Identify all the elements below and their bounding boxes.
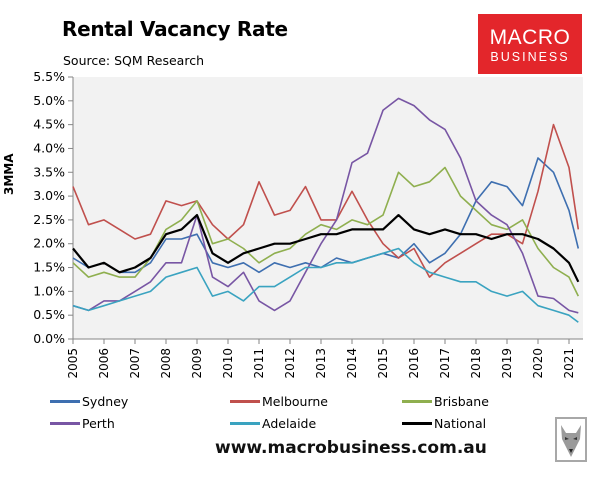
series-melbourne: [72, 123, 580, 278]
wolf-icon: [555, 417, 587, 462]
legend-swatch: [50, 400, 80, 403]
y-tick-label: 3.0%: [33, 188, 65, 203]
x-tick-label: 2012: [283, 348, 297, 379]
chart-subtitle: Source: SQM Research: [63, 53, 204, 68]
x-tick-label: 2018: [469, 348, 483, 379]
x-tick-label: 2009: [190, 348, 204, 379]
legend-label: Melbourne: [262, 394, 328, 409]
x-tick-label: 2006: [97, 348, 111, 379]
x-tick-label: 2021: [562, 348, 576, 379]
legend-label: Brisbane: [434, 394, 489, 409]
y-tick-label: 2.5%: [33, 212, 65, 227]
y-tick-label: 0.5%: [33, 307, 65, 322]
macrobusiness-logo: MACRO BUSINESS: [478, 14, 582, 74]
y-tick-label: 1.5%: [33, 260, 65, 275]
line-chart: 0.0% 0.5% 1.0% 1.5% 2.0% 2.5% 3.0% 3.5% 4.0% 4.5%…: [33, 69, 583, 379]
legend-item-adelaide: Adelaide: [230, 416, 316, 431]
x-tick-label: 2007: [128, 348, 142, 379]
y-axis: 0.0% 0.5% 1.0% 1.5% 2.0% 2.5% 3.0% 3.5% 4.0% 4.5%…: [33, 69, 74, 346]
legend-item-sydney: Sydney: [50, 394, 128, 409]
y-tick-label: 4.0%: [33, 140, 65, 155]
y-tick-label: 0.0%: [33, 331, 65, 346]
website-url: www.macrobusiness.com.au: [215, 438, 487, 458]
legend-swatch: [230, 400, 260, 403]
y-tick-label: 4.5%: [33, 117, 65, 132]
series-perth: [72, 97, 579, 314]
y-tick-label: 1.0%: [33, 283, 65, 298]
x-tick-label: 2005: [66, 348, 80, 379]
x-tick-label: 2019: [500, 348, 514, 379]
series-brisbane: [72, 166, 580, 297]
x-tick-label: 2010: [221, 348, 235, 379]
logo-line-2: BUSINESS: [490, 50, 570, 64]
y-tick-label: 3.5%: [33, 164, 65, 179]
legend-item-melbourne: Melbourne: [230, 394, 328, 409]
legend-item-national: National: [402, 416, 486, 431]
legend-swatch: [402, 422, 432, 425]
y-axis-label: 3MMA: [2, 153, 16, 195]
legend-swatch: [402, 400, 432, 403]
series-national: [72, 214, 580, 283]
legend-swatch: [50, 422, 80, 425]
series-adelaide: [72, 247, 579, 323]
x-tick-label: 2016: [407, 348, 421, 379]
data-series: [72, 97, 580, 323]
x-tick-label: 2013: [314, 348, 328, 379]
x-tick-label: 2014: [345, 348, 359, 379]
legend-label: National: [434, 416, 487, 431]
legend-label: Adelaide: [262, 416, 317, 431]
chart-title: Rental Vacancy Rate: [62, 17, 288, 41]
legend-label: Sydney: [82, 394, 129, 409]
y-tick-label: 2.0%: [33, 236, 65, 251]
x-tick-label: 2017: [438, 348, 452, 379]
legend-item-brisbane: Brisbane: [402, 394, 489, 409]
y-tick-label: 5.5%: [33, 69, 65, 84]
legend-swatch: [230, 422, 260, 425]
logo-line-1: MACRO: [489, 26, 571, 49]
x-tick-label: 2015: [376, 348, 390, 379]
x-tick-label: 2020: [531, 348, 545, 379]
series-sydney: [72, 157, 580, 274]
legend-label: Perth: [82, 416, 115, 431]
x-tick-label: 2011: [252, 348, 266, 379]
legend-item-perth: Perth: [50, 416, 115, 431]
y-tick-label: 5.0%: [33, 93, 65, 108]
plot-area: [73, 77, 583, 339]
x-tick-label: 2008: [159, 348, 173, 379]
x-axis: 2005 2006 2007 2008 2009 2010 2011 2012 2013 2014…: [66, 338, 583, 379]
